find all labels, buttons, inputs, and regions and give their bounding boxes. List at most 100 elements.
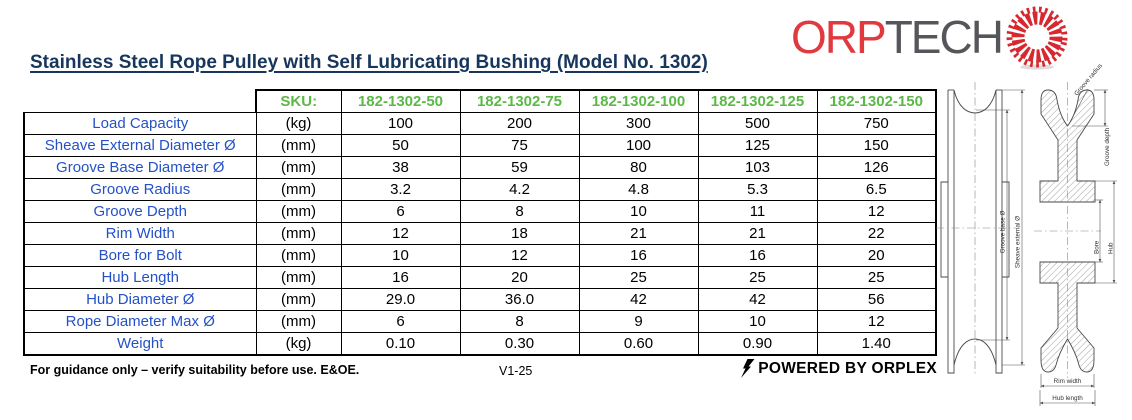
- value-cell: 29.0: [340, 288, 461, 311]
- spec-header-row: SKU: 182-1302-50 182-1302-75 182-1302-10…: [24, 89, 937, 113]
- spec-table-body: Load Capacity (kg) 100 200 300 500 750 Sheave E…: [23, 112, 937, 356]
- value-cell: 9: [578, 310, 699, 333]
- value-cell: 100: [340, 112, 461, 135]
- row-unit: (mm): [255, 200, 342, 223]
- row-unit: (mm): [255, 178, 342, 201]
- value-cell: 125: [697, 134, 818, 157]
- value-cell: 750: [816, 112, 937, 135]
- gear-burst-icon: [1006, 6, 1070, 77]
- sku-column-header: 182-1302-100: [578, 89, 699, 113]
- spec-row: Load Capacity (kg) 100 200 300 500 750: [23, 112, 937, 135]
- value-cell: 21: [697, 222, 818, 245]
- value-cell: 103: [697, 156, 818, 179]
- row-label: Rim Width: [23, 222, 257, 245]
- row-label: Hub Length: [23, 266, 257, 289]
- value-cell: 10: [578, 200, 699, 223]
- value-cell: 12: [816, 310, 937, 333]
- value-cell: 6: [340, 200, 461, 223]
- value-cell: 16: [340, 266, 461, 289]
- row-label: Groove Depth: [23, 200, 257, 223]
- lightning-bolt-icon: [741, 359, 755, 378]
- value-cell: 8: [459, 200, 580, 223]
- value-cell: 56: [816, 288, 937, 311]
- value-cell: 500: [697, 112, 818, 135]
- page-title: Stainless Steel Rope Pulley with Self Lu…: [30, 52, 708, 73]
- value-cell: 1.40: [816, 332, 937, 356]
- hub-label: Hub: [1108, 242, 1115, 254]
- row-unit: (mm): [255, 288, 342, 311]
- value-cell: 4.2: [459, 178, 580, 201]
- row-unit: (mm): [255, 156, 342, 179]
- value-cell: 0.10: [340, 332, 461, 356]
- value-cell: 22: [816, 222, 937, 245]
- value-cell: 42: [578, 288, 699, 311]
- centerlines-section-view: [1034, 82, 1101, 378]
- sku-column-header: 182-1302-150: [816, 89, 937, 113]
- sku-label: SKU:: [255, 89, 342, 113]
- value-cell: 12: [816, 200, 937, 223]
- value-cell: 20: [816, 244, 937, 267]
- value-cell: 25: [697, 266, 818, 289]
- value-cell: 6.5: [816, 178, 937, 201]
- spec-row: Groove Depth (mm) 6 8 10 11 12: [23, 200, 937, 223]
- front-view-dimensions: [976, 89, 1025, 366]
- value-cell: 126: [816, 156, 937, 179]
- value-cell: 16: [578, 244, 699, 267]
- section-view-dimensions: [1039, 88, 1117, 406]
- technical-drawing: Groove base Ø Sheave external Ø: [936, 62, 1117, 406]
- row-label: Groove Base Diameter Ø: [23, 156, 257, 179]
- spec-row: Hub Diameter Ø (mm) 29.0 36.0 42 42 56: [23, 288, 937, 311]
- value-cell: 25: [816, 266, 937, 289]
- value-cell: 75: [459, 134, 580, 157]
- logo-text-tech: TECH: [884, 11, 1004, 63]
- row-unit: (kg): [255, 112, 342, 135]
- value-cell: 12: [340, 222, 461, 245]
- row-unit: (kg): [255, 332, 342, 356]
- value-cell: 6: [340, 310, 461, 333]
- centerlines-front-view: [936, 82, 1016, 376]
- value-cell: 10: [697, 310, 818, 333]
- value-cell: 0.30: [459, 332, 580, 356]
- value-cell: 80: [578, 156, 699, 179]
- value-cell: 200: [459, 112, 580, 135]
- powered-by-text: POWERED BY ORPLEX: [758, 359, 937, 377]
- spec-row: Groove Radius (mm) 3.2 4.2 4.8 5.3 6.5: [23, 178, 937, 201]
- value-cell: 16: [697, 244, 818, 267]
- row-label: Weight: [23, 332, 257, 356]
- value-cell: 8: [459, 310, 580, 333]
- row-unit: (mm): [255, 244, 342, 267]
- value-cell: 25: [578, 266, 699, 289]
- row-unit: (mm): [255, 310, 342, 333]
- groove-depth-label: Groove depth: [1104, 127, 1111, 166]
- spec-row: Bore for Bolt (mm) 10 12 16 16 20: [23, 244, 937, 267]
- spec-row: Weight (kg) 0.10 0.30 0.60 0.90 1.40: [23, 332, 937, 356]
- sku-column-header: 182-1302-75: [459, 89, 580, 113]
- value-cell: 38: [340, 156, 461, 179]
- sheave-external-diameter-label: Sheave external Ø: [1015, 216, 1022, 268]
- table-corner-blank: [24, 90, 256, 113]
- groove-base-diameter-label: Groove base Ø: [1000, 211, 1007, 254]
- value-cell: 100: [578, 134, 699, 157]
- value-cell: 4.8: [578, 178, 699, 201]
- orptech-logo: ORPTECH: [791, 6, 1070, 77]
- row-unit: (mm): [255, 222, 342, 245]
- spec-row: Groove Base Diameter Ø (mm) 38 59 80 103 126: [23, 156, 937, 179]
- row-label: Rope Diameter Max Ø: [23, 310, 257, 333]
- value-cell: 0.90: [697, 332, 818, 356]
- value-cell: 3.2: [340, 178, 461, 201]
- value-cell: 300: [578, 112, 699, 135]
- value-cell: 21: [578, 222, 699, 245]
- powered-by: POWERED BY ORPLEX: [740, 359, 937, 378]
- disclaimer-text: For guidance only – verify suitability b…: [30, 363, 360, 377]
- row-unit: (mm): [255, 266, 342, 289]
- value-cell: 10: [340, 244, 461, 267]
- value-cell: 59: [459, 156, 580, 179]
- value-cell: 20: [459, 266, 580, 289]
- row-label: Load Capacity: [23, 112, 257, 135]
- rim-width-label: Rim width: [1054, 378, 1082, 385]
- value-cell: 0.60: [578, 332, 699, 356]
- value-cell: 50: [340, 134, 461, 157]
- spec-row: Rope Diameter Max Ø (mm) 6 8 9 10 12: [23, 310, 937, 333]
- value-cell: 150: [816, 134, 937, 157]
- hub-length-label: Hub length: [1052, 395, 1083, 402]
